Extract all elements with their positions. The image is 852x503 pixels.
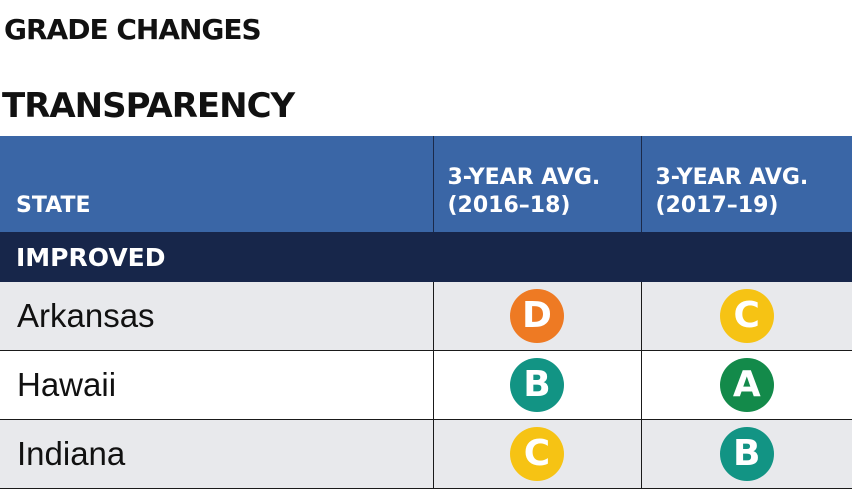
header-avg-2016-18-line2: (2016–18) bbox=[447, 193, 571, 218]
header-state: STATE bbox=[0, 136, 433, 232]
grade-badge: C bbox=[719, 289, 774, 343]
table-row: Hawaii B A bbox=[0, 350, 852, 420]
table-row: Indiana C B bbox=[0, 419, 852, 489]
state-name: Indiana bbox=[0, 419, 433, 489]
grade-badge: B bbox=[719, 427, 774, 481]
table-row: Arkansas D C bbox=[0, 282, 852, 351]
group-row-improved: IMPROVED bbox=[0, 232, 852, 282]
grade-badge: C bbox=[510, 427, 564, 481]
header-row: STATE 3-YEAR AVG. (2016–18) 3-YEAR AVG. … bbox=[0, 136, 852, 232]
state-name: Hawaii bbox=[0, 350, 433, 420]
table-header: STATE 3-YEAR AVG. (2016–18) 3-YEAR AVG. … bbox=[0, 136, 852, 232]
header-avg-2017-19-line1: 3-YEAR AVG. bbox=[655, 165, 809, 190]
grade-badge: D bbox=[510, 289, 564, 343]
header-avg-2016-18-line1: 3-YEAR AVG. bbox=[447, 165, 601, 190]
header-avg-2017-19: 3-YEAR AVG. (2017–19) bbox=[640, 136, 852, 232]
grade-cell-2017-19: C bbox=[640, 282, 852, 351]
state-name: Arkansas bbox=[0, 282, 433, 351]
page-title: TRANSPARENCY bbox=[2, 86, 295, 126]
grade-cell-2016-18: B bbox=[432, 350, 641, 420]
group-label: IMPROVED bbox=[0, 232, 852, 282]
header-avg-2016-18: 3-YEAR AVG. (2016–18) bbox=[432, 136, 641, 232]
grade-cell-2017-19: B bbox=[640, 419, 852, 489]
header-state-label: STATE bbox=[16, 193, 91, 218]
grade-changes-table: STATE 3-YEAR AVG. (2016–18) 3-YEAR AVG. … bbox=[0, 136, 852, 489]
grade-cell-2016-18: C bbox=[432, 419, 641, 489]
grade-cell-2017-19: A bbox=[640, 350, 852, 420]
section-kicker: GRADE CHANGES bbox=[4, 13, 262, 46]
header-avg-2017-19-line2: (2017–19) bbox=[655, 193, 779, 218]
grade-badge: A bbox=[719, 358, 774, 412]
grade-cell-2016-18: D bbox=[432, 282, 641, 351]
grade-badge: B bbox=[510, 358, 564, 412]
